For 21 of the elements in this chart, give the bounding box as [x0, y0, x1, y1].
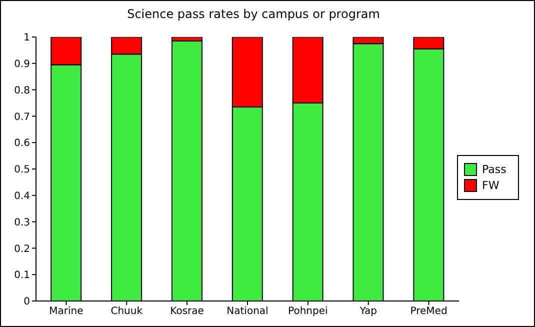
x-tick-label: Chuuk: [110, 306, 143, 318]
y-tick-label: 0.8: [14, 85, 30, 96]
y-tick-label: 1: [24, 32, 30, 44]
legend-label: Pass: [482, 162, 506, 176]
y-tick-label: 0.3: [14, 217, 30, 228]
y-tick-label: 0: [24, 296, 30, 308]
x-tick-label: Pohnpei: [288, 306, 328, 318]
legend-label: FW: [482, 178, 500, 192]
y-tick-label: 0.6: [14, 138, 30, 150]
y-tick-label: 0.5: [14, 164, 30, 176]
y-tick-label: 0.2: [14, 244, 30, 255]
chart-title: Science pass rates by campus or program: [126, 7, 381, 21]
y-tick-label: 0.1: [14, 270, 30, 282]
y-tick-label: 0.4: [14, 190, 30, 202]
x-tick-label: Kosrae: [170, 306, 204, 318]
x-tick-label: Marine: [49, 306, 84, 318]
x-tick-label: Yap: [358, 306, 377, 318]
y-tick-label: 0.9: [14, 58, 30, 70]
y-tick-label: 0.7: [14, 112, 30, 123]
x-tick-label: National: [226, 306, 268, 318]
x-tick-label: PreMed: [410, 306, 448, 318]
